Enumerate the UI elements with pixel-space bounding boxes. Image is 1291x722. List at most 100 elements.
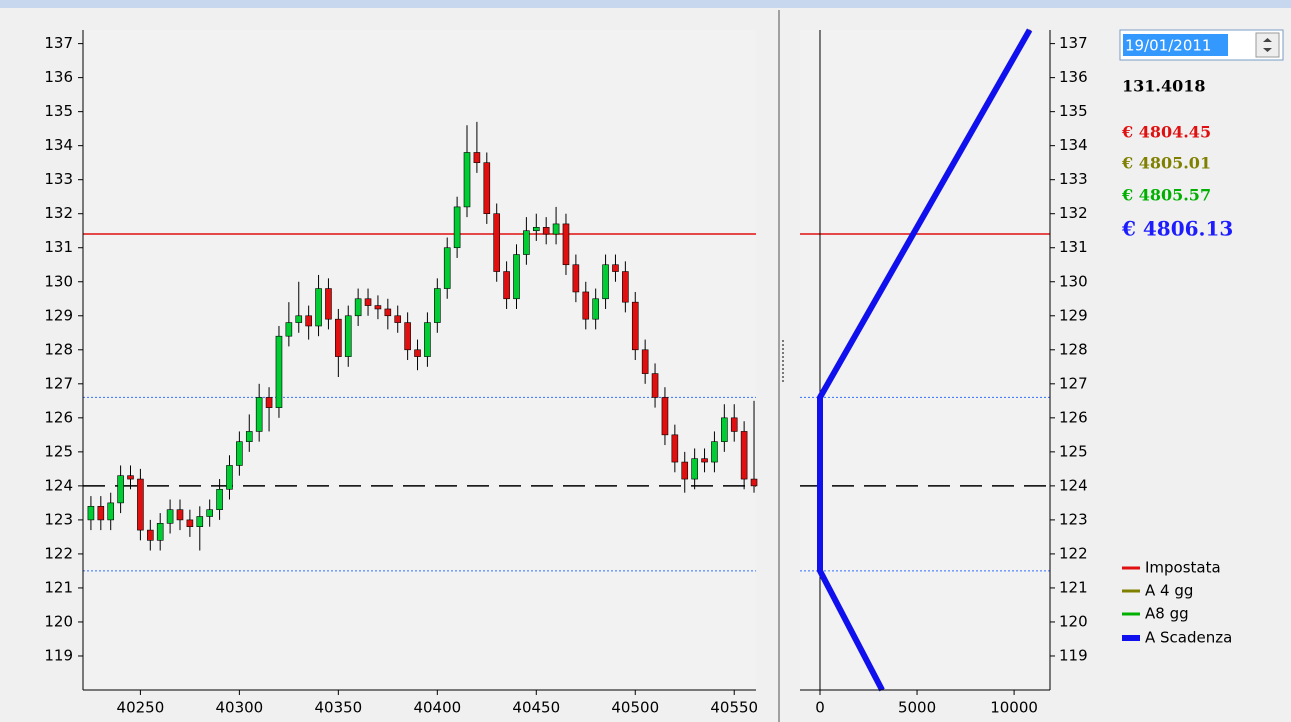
candle-body [702, 459, 708, 462]
candle-body [266, 397, 272, 407]
y-tick-label: 127 [44, 374, 73, 392]
candle-body [365, 299, 371, 306]
payoff-value: € 4806.13 [1121, 217, 1233, 241]
y-tick-label: 134 [1059, 136, 1088, 154]
candle-body [316, 289, 322, 326]
y-tick-label: 124 [1059, 476, 1088, 494]
candle-body [494, 214, 500, 272]
y-tick-label: 135 [1059, 102, 1088, 120]
candle-body [118, 476, 124, 503]
date-text: 19/01/2011 [1125, 37, 1211, 55]
y-tick-label: 126 [44, 408, 73, 426]
candle-body [128, 476, 134, 479]
candle-body [286, 323, 292, 337]
plot-area [83, 30, 756, 690]
page: Payoff html, body { margin: 0; padding: … [0, 0, 1291, 722]
body: {"chart_data": [ {"type": "candlestick",… [0, 0, 1291, 722]
y-tick-label: 122 [1059, 544, 1088, 562]
candle-body [385, 309, 391, 316]
candle-body [652, 374, 658, 398]
candle-body [553, 224, 559, 234]
candle-body [325, 289, 331, 320]
candle-body [375, 306, 381, 309]
candle-body [533, 227, 539, 230]
y-tick-label: 128 [1059, 340, 1088, 358]
x-tick-label: 40450 [512, 699, 560, 717]
current-price: 131.4018 [1122, 77, 1206, 96]
x-tick-label: 40300 [216, 699, 264, 717]
candle-body [207, 510, 213, 517]
candle-body [573, 265, 579, 292]
candle-body [296, 316, 302, 323]
y-tick-label: 132 [1059, 204, 1088, 222]
y-tick-label: 131 [1059, 238, 1088, 256]
y-tick-label: 128 [44, 340, 73, 358]
y-tick-label: 125 [1059, 442, 1088, 460]
y-tick-label: 131 [44, 238, 73, 256]
x-tick-label: 5000 [898, 699, 936, 717]
y-tick-label: 126 [1059, 408, 1088, 426]
x-tick-label: 10000 [990, 699, 1038, 717]
candle-body [226, 465, 232, 489]
candle-body [672, 435, 678, 462]
legend-label: A8 gg [1145, 605, 1189, 623]
candle-body [622, 272, 628, 303]
candle-body [721, 418, 727, 442]
y-tick-label: 133 [1059, 170, 1088, 188]
candle-body [415, 350, 421, 357]
y-tick-label: 125 [44, 442, 73, 460]
candle-body [612, 265, 618, 272]
y-tick-label: 119 [44, 646, 73, 664]
candle-body [108, 503, 114, 520]
x-tick-label: 40400 [413, 699, 461, 717]
candle-body [523, 231, 529, 255]
y-tick-label: 129 [1059, 306, 1088, 324]
y-tick-label: 123 [44, 510, 73, 528]
candle-body [504, 272, 510, 299]
payoff-value: € 4805.57 [1121, 186, 1211, 205]
y-tick-label: 122 [44, 544, 73, 562]
legend-label: Impostata [1145, 559, 1221, 577]
candle-body [464, 152, 470, 206]
candle-body [662, 397, 668, 434]
y-tick-label: 119 [1059, 646, 1088, 664]
candle-body [236, 442, 242, 466]
x-tick-label: 0 [815, 699, 825, 717]
y-tick-label: 132 [44, 204, 73, 222]
candle-body [167, 510, 173, 524]
candle-body [682, 462, 688, 479]
candle-body [731, 418, 737, 432]
y-tick-label: 121 [44, 578, 73, 596]
candle-body [741, 431, 747, 479]
candle-body [395, 316, 401, 323]
candle-body [692, 459, 698, 479]
legend-label: A Scadenza [1145, 629, 1232, 647]
candle-body [88, 506, 94, 520]
candle-body [177, 510, 183, 520]
x-tick-label: 40350 [314, 699, 362, 717]
candle-body [543, 227, 549, 234]
y-tick-label: 130 [44, 272, 73, 290]
candle-body [642, 350, 648, 374]
candle-body [513, 255, 519, 299]
candle-body [345, 316, 351, 357]
window: 19/01/2011 131.4018 € 4804.45€ 4805.01€ … [0, 0, 1291, 722]
candle-body [444, 248, 450, 289]
date-spinner[interactable] [1256, 33, 1279, 57]
candle-body [256, 397, 262, 431]
candle-body [583, 292, 589, 319]
candle-body [137, 479, 143, 530]
candle-body [98, 506, 104, 520]
candle-body [434, 289, 440, 323]
candle-body [335, 319, 341, 356]
candle-body [187, 520, 193, 527]
candle-body [405, 323, 411, 350]
payoff-value: € 4805.01 [1121, 154, 1211, 173]
candle-body [454, 207, 460, 248]
candle-body [217, 489, 223, 509]
candle-body [306, 316, 312, 326]
y-tick-label: 123 [1059, 510, 1088, 528]
legend-label: A 4 gg [1145, 582, 1193, 600]
candle-body [563, 224, 569, 265]
candle-body [276, 336, 282, 407]
